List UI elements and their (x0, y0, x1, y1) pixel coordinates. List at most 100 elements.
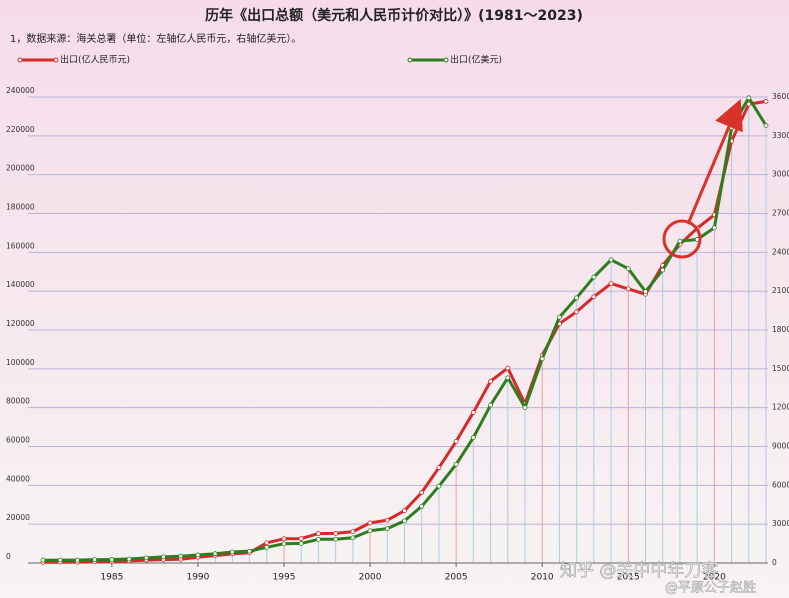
point (402, 508, 407, 514)
legend-marker (17, 57, 23, 63)
watermark: 知乎 @关中中年刀客 (560, 561, 718, 581)
y2-tick-label: 0 (772, 558, 777, 567)
y2-tick-label: 27000 (772, 209, 789, 218)
y2-tick-label: 12000 (772, 403, 789, 412)
point (625, 286, 631, 292)
y-tick-label: 240000 (6, 86, 35, 95)
point (436, 465, 442, 471)
point (161, 554, 166, 560)
point (557, 314, 562, 320)
point (574, 295, 580, 301)
y-tick-label: 60000 (6, 436, 30, 445)
point (281, 536, 287, 542)
point (488, 378, 493, 384)
point (763, 99, 769, 104)
y2-tick-label: 30000 (772, 170, 789, 179)
point (195, 552, 201, 558)
x-tick-label: 1990 (186, 573, 209, 583)
chart-subtitle: 1，数据来源：海关总署（单位：左轴亿人民币元，右轴亿美元）。 (10, 32, 301, 45)
y2-tick-label: 33000 (772, 131, 789, 140)
y2-tick-label: 9000 (772, 442, 789, 451)
legend-label: 出口(亿人民币元) (60, 54, 130, 66)
y-tick-label: 160000 (6, 241, 35, 250)
y-tick-label: 80000 (6, 397, 30, 406)
point (453, 461, 459, 467)
y-tick-label: 220000 (6, 125, 35, 134)
x-tick-label: 2000 (359, 573, 382, 583)
point (316, 531, 321, 536)
x-tick-label: 1985 (100, 573, 123, 583)
point (333, 531, 339, 536)
point (522, 405, 528, 410)
plot-area: 0200004000060000800001000001200001400001… (6, 54, 789, 583)
point (591, 274, 597, 280)
x-tick-label: 2005 (445, 573, 468, 583)
point (229, 549, 235, 555)
y-tick-label: 140000 (6, 280, 35, 289)
point (350, 535, 356, 541)
point (608, 257, 614, 263)
y2-tick-label: 3000 (772, 519, 789, 528)
y-tick-label: 20000 (6, 513, 30, 522)
y-tick-label: 40000 (6, 474, 30, 483)
legend-marker (53, 57, 59, 63)
point (505, 365, 511, 371)
point (384, 526, 390, 531)
chart-title: 历年《出口总额（美元和人民币计价对比）》(1981～2023) (205, 7, 583, 24)
point (711, 225, 717, 231)
point (746, 95, 752, 101)
y-tick-label: 200000 (6, 164, 35, 173)
x-tick-label: 2020 (703, 573, 726, 583)
point (350, 529, 356, 535)
y-tick-label: 100000 (6, 358, 35, 367)
point (660, 267, 666, 273)
point (574, 309, 580, 315)
x-tick-label: 1995 (273, 573, 296, 583)
x-tick-label: 2015 (617, 573, 640, 583)
point (281, 541, 287, 547)
y-tick-label: 180000 (6, 203, 35, 212)
point (419, 490, 425, 495)
point (453, 438, 459, 444)
legend-marker (443, 57, 449, 63)
x-tick-label: 2010 (531, 573, 554, 583)
point (402, 518, 407, 524)
point (247, 548, 252, 554)
point (264, 544, 270, 550)
point (57, 557, 63, 563)
point (488, 402, 493, 408)
point (212, 551, 218, 557)
point (40, 557, 46, 563)
point (677, 238, 683, 244)
point (75, 557, 80, 563)
y2-tick-label: 24000 (772, 247, 789, 256)
point (419, 503, 425, 509)
y2-tick-label: 18000 (772, 325, 789, 334)
point (539, 356, 545, 362)
legend-marker (407, 57, 413, 63)
point (367, 520, 373, 526)
point (608, 281, 614, 287)
point (763, 123, 769, 128)
point (298, 541, 304, 546)
point (505, 375, 511, 381)
y-tick-label: 0 (6, 552, 11, 561)
y2-tick-label: 21000 (772, 286, 789, 295)
point (591, 294, 597, 300)
point (333, 536, 339, 542)
point (264, 540, 270, 546)
point (126, 556, 132, 562)
point (298, 536, 304, 541)
highlight-circle (662, 219, 702, 259)
y2-tick-label: 36000 (772, 92, 789, 101)
point (367, 528, 373, 534)
watermark: @平原公子赵胜 (665, 581, 756, 596)
y-tick-label: 120000 (6, 319, 35, 328)
point (470, 409, 476, 415)
point (436, 483, 442, 489)
legend-label: 出口(亿美元) (450, 54, 502, 66)
point (316, 536, 321, 542)
point (384, 517, 390, 523)
